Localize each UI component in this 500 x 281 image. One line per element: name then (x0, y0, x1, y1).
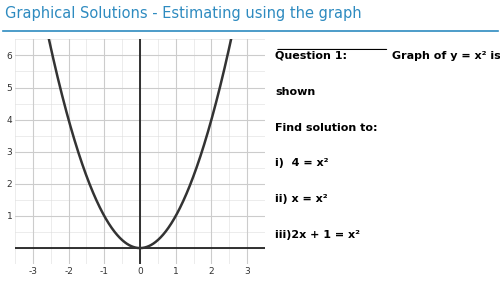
Text: Graphical Solutions - Estimating using the graph: Graphical Solutions - Estimating using t… (5, 6, 362, 21)
Text: i)  4 = x²: i) 4 = x² (275, 158, 328, 169)
Text: Graph of y = x² is: Graph of y = x² is (392, 51, 500, 61)
Text: ii) x = x²: ii) x = x² (275, 194, 328, 205)
Text: Question 1:: Question 1: (275, 51, 347, 61)
Text: iii)2x + 1 = x²: iii)2x + 1 = x² (275, 230, 360, 241)
Text: shown: shown (275, 87, 316, 97)
Text: Find solution to:: Find solution to: (275, 123, 378, 133)
